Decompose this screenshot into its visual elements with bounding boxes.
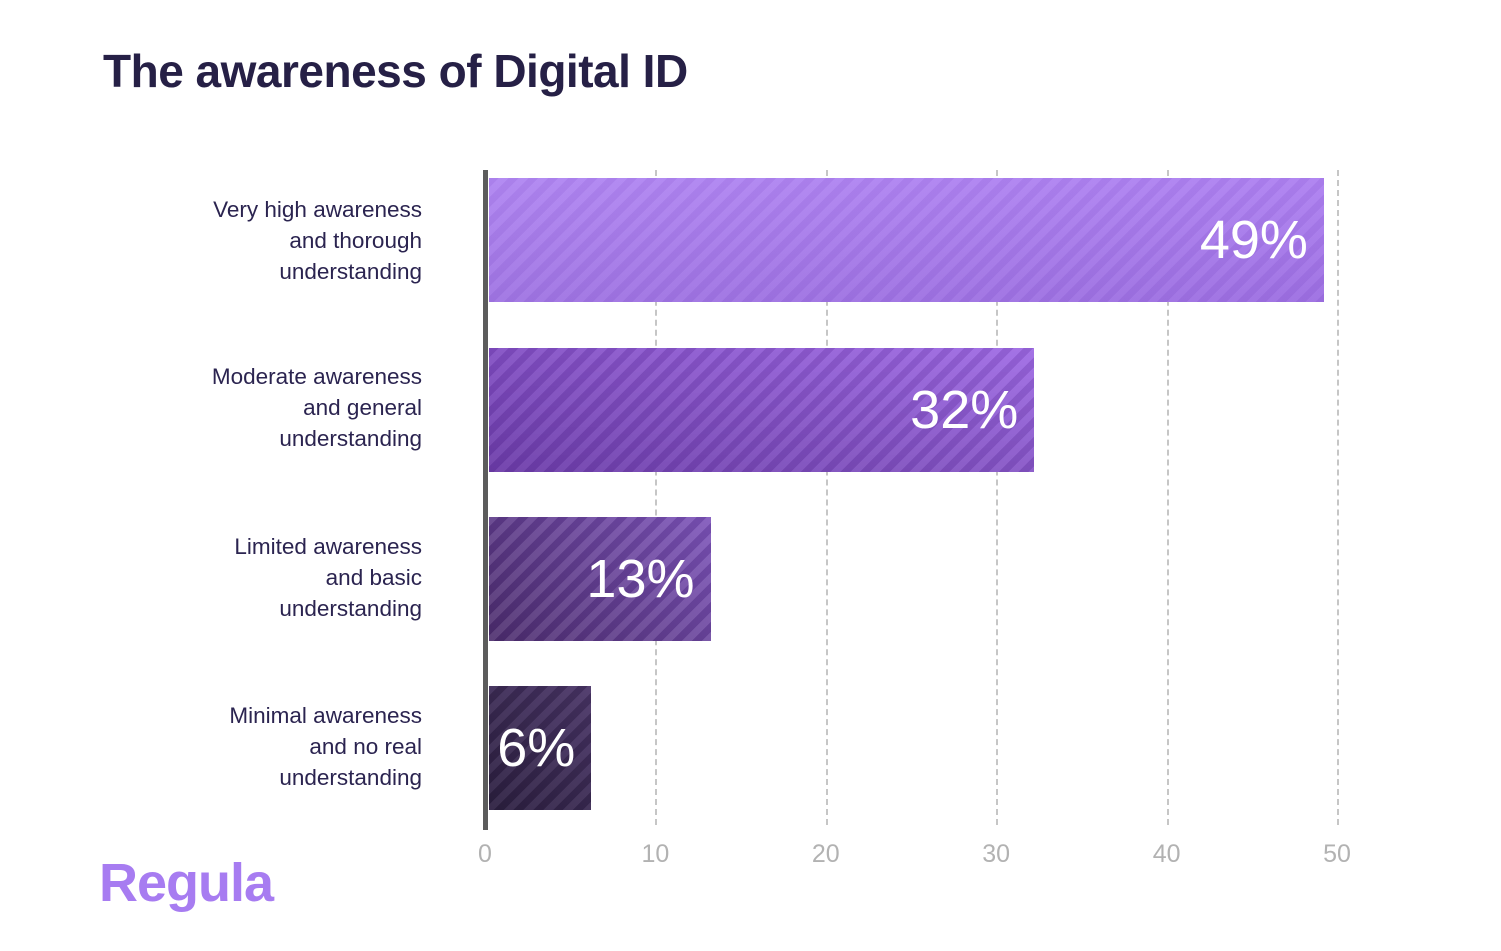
regula-logo: Regula [99,853,274,913]
gridline-10 [655,170,658,825]
x-tick-label: 40 [1152,840,1181,868]
category-label-line: and thorough [289,228,422,253]
bar-moderate-awareness: 32% [489,348,1034,472]
bar-value-label: 13% [586,549,695,609]
gridline-20 [825,170,828,825]
category-label-limited: Limited awareness and basic understandin… [142,531,422,624]
category-label-line: Limited awareness [234,534,422,559]
bar-value-label: 49% [1199,210,1308,270]
gridline-30 [996,170,999,825]
bar-value-label: 32% [910,380,1019,440]
category-label-line: Minimal awareness [229,703,422,728]
bar-limited-awareness: 13% [489,517,711,641]
category-label-line: Very high awareness [213,197,422,222]
category-label-line: understanding [279,765,422,790]
category-label-very-high: Very high awareness and thorough underst… [142,194,422,287]
category-label-line: and general [303,395,422,420]
y-axis-line [483,170,488,830]
plot-area: 49% 32% 13% 6% [483,170,1390,830]
bar-value-label: 6% [497,718,576,778]
chart-title: The awareness of Digital ID [103,45,688,97]
category-label-line: understanding [279,596,422,621]
gridline-40 [1166,170,1169,825]
plot-scale: 49% 32% 13% 6% [485,170,1339,830]
x-tick-label: 0 [478,840,492,868]
bar-minimal-awareness: 6% [489,686,591,810]
x-tick-label: 10 [641,840,670,868]
gridline-50 [1337,170,1339,825]
category-label-line: Moderate awareness [211,364,422,389]
x-tick-label: 30 [982,840,1011,868]
category-label-line: understanding [279,426,422,451]
category-label-minimal: Minimal awareness and no real understand… [142,700,422,793]
x-tick-label: 50 [1323,840,1351,868]
category-label-moderate: Moderate awareness and general understan… [142,361,422,454]
x-axis: 0 10 20 30 40 50 [478,840,1351,880]
bar-very-high-awareness: 49% [489,178,1324,302]
category-label-line: and basic [325,565,422,590]
x-tick-label: 20 [811,840,840,868]
category-label-line: and no real [309,734,422,759]
category-label-line: understanding [279,259,422,284]
